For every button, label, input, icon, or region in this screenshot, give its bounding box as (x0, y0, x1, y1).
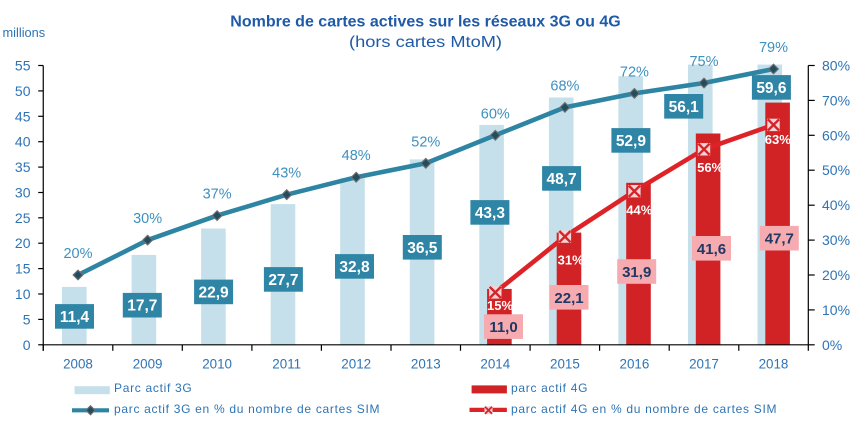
svg-text:0%: 0% (822, 337, 842, 353)
svg-text:2016: 2016 (620, 356, 650, 371)
svg-text:Nombre de cartes actives sur l: Nombre de cartes actives sur les réseaux… (230, 14, 620, 31)
svg-text:32,8: 32,8 (339, 259, 370, 276)
svg-text:2017: 2017 (689, 356, 719, 371)
svg-text:17,7: 17,7 (127, 298, 157, 315)
svg-text:31,9: 31,9 (622, 264, 651, 281)
svg-text:37%: 37% (203, 187, 232, 203)
svg-text:27,7: 27,7 (268, 272, 298, 289)
svg-text:60%: 60% (822, 127, 850, 143)
svg-text:68%: 68% (550, 78, 579, 94)
svg-text:48%: 48% (342, 148, 371, 164)
svg-text:47,7: 47,7 (765, 231, 794, 248)
svg-text:2013: 2013 (411, 356, 441, 371)
svg-text:48,7: 48,7 (547, 171, 577, 188)
svg-text:20: 20 (15, 235, 31, 251)
svg-text:20%: 20% (822, 267, 850, 283)
svg-text:30%: 30% (133, 211, 162, 227)
svg-text:22,9: 22,9 (199, 284, 230, 301)
svg-text:20%: 20% (63, 246, 92, 262)
svg-text:75%: 75% (689, 54, 718, 70)
svg-text:2010: 2010 (202, 356, 232, 371)
svg-text:15: 15 (15, 261, 31, 277)
svg-text:80%: 80% (822, 58, 850, 74)
svg-text:5: 5 (23, 311, 31, 327)
svg-text:40: 40 (15, 134, 31, 150)
svg-text:41,6: 41,6 (697, 241, 726, 258)
svg-text:43%: 43% (272, 166, 301, 182)
svg-text:50: 50 (15, 83, 31, 99)
svg-text:parc actif 3G en % du nombre d: parc actif 3G en % du nombre de cartes S… (114, 402, 380, 416)
svg-text:55: 55 (15, 58, 31, 74)
svg-text:2012: 2012 (341, 356, 371, 371)
svg-text:15%: 15% (487, 298, 513, 313)
svg-text:parc actif 4G en % du nombre d: parc actif 4G en % du nombre de cartes S… (511, 402, 777, 416)
svg-text:31%: 31% (558, 253, 584, 268)
svg-text:59,6: 59,6 (756, 80, 787, 97)
svg-text:millions: millions (3, 25, 46, 40)
svg-text:parc actif 4G: parc actif 4G (511, 381, 588, 395)
svg-text:43,3: 43,3 (475, 205, 506, 222)
svg-text:2011: 2011 (272, 356, 301, 371)
svg-text:2008: 2008 (63, 356, 93, 371)
svg-text:45: 45 (15, 108, 31, 124)
svg-text:70%: 70% (822, 92, 850, 108)
svg-text:52%: 52% (411, 134, 440, 150)
svg-text:30%: 30% (822, 232, 850, 248)
svg-text:2015: 2015 (550, 356, 580, 371)
svg-text:2014: 2014 (480, 356, 510, 371)
svg-text:10: 10 (15, 286, 31, 302)
svg-text:10%: 10% (822, 302, 850, 318)
svg-text:56,1: 56,1 (669, 99, 700, 116)
svg-text:11,0: 11,0 (489, 319, 517, 336)
svg-text:11,4: 11,4 (60, 309, 90, 326)
svg-text:Parc actif 3G: Parc actif 3G (114, 381, 192, 395)
svg-text:44%: 44% (626, 202, 652, 217)
svg-text:50%: 50% (822, 162, 850, 178)
svg-text:30: 30 (15, 185, 31, 201)
svg-text:36,5: 36,5 (407, 240, 438, 257)
svg-text:52,9: 52,9 (616, 133, 647, 150)
svg-text:22,1: 22,1 (554, 290, 583, 307)
svg-text:(hors cartes MtoM): (hors cartes MtoM) (349, 34, 502, 51)
svg-text:2018: 2018 (759, 356, 789, 371)
svg-text:35: 35 (15, 159, 31, 175)
svg-text:72%: 72% (620, 64, 649, 80)
svg-text:2009: 2009 (133, 356, 163, 371)
svg-text:56%: 56% (697, 160, 723, 175)
svg-text:40%: 40% (822, 197, 850, 213)
svg-text:25: 25 (15, 210, 31, 226)
svg-text:60%: 60% (481, 106, 510, 122)
svg-text:0: 0 (23, 337, 31, 353)
svg-text:63%: 63% (765, 132, 791, 147)
svg-text:79%: 79% (759, 40, 788, 56)
